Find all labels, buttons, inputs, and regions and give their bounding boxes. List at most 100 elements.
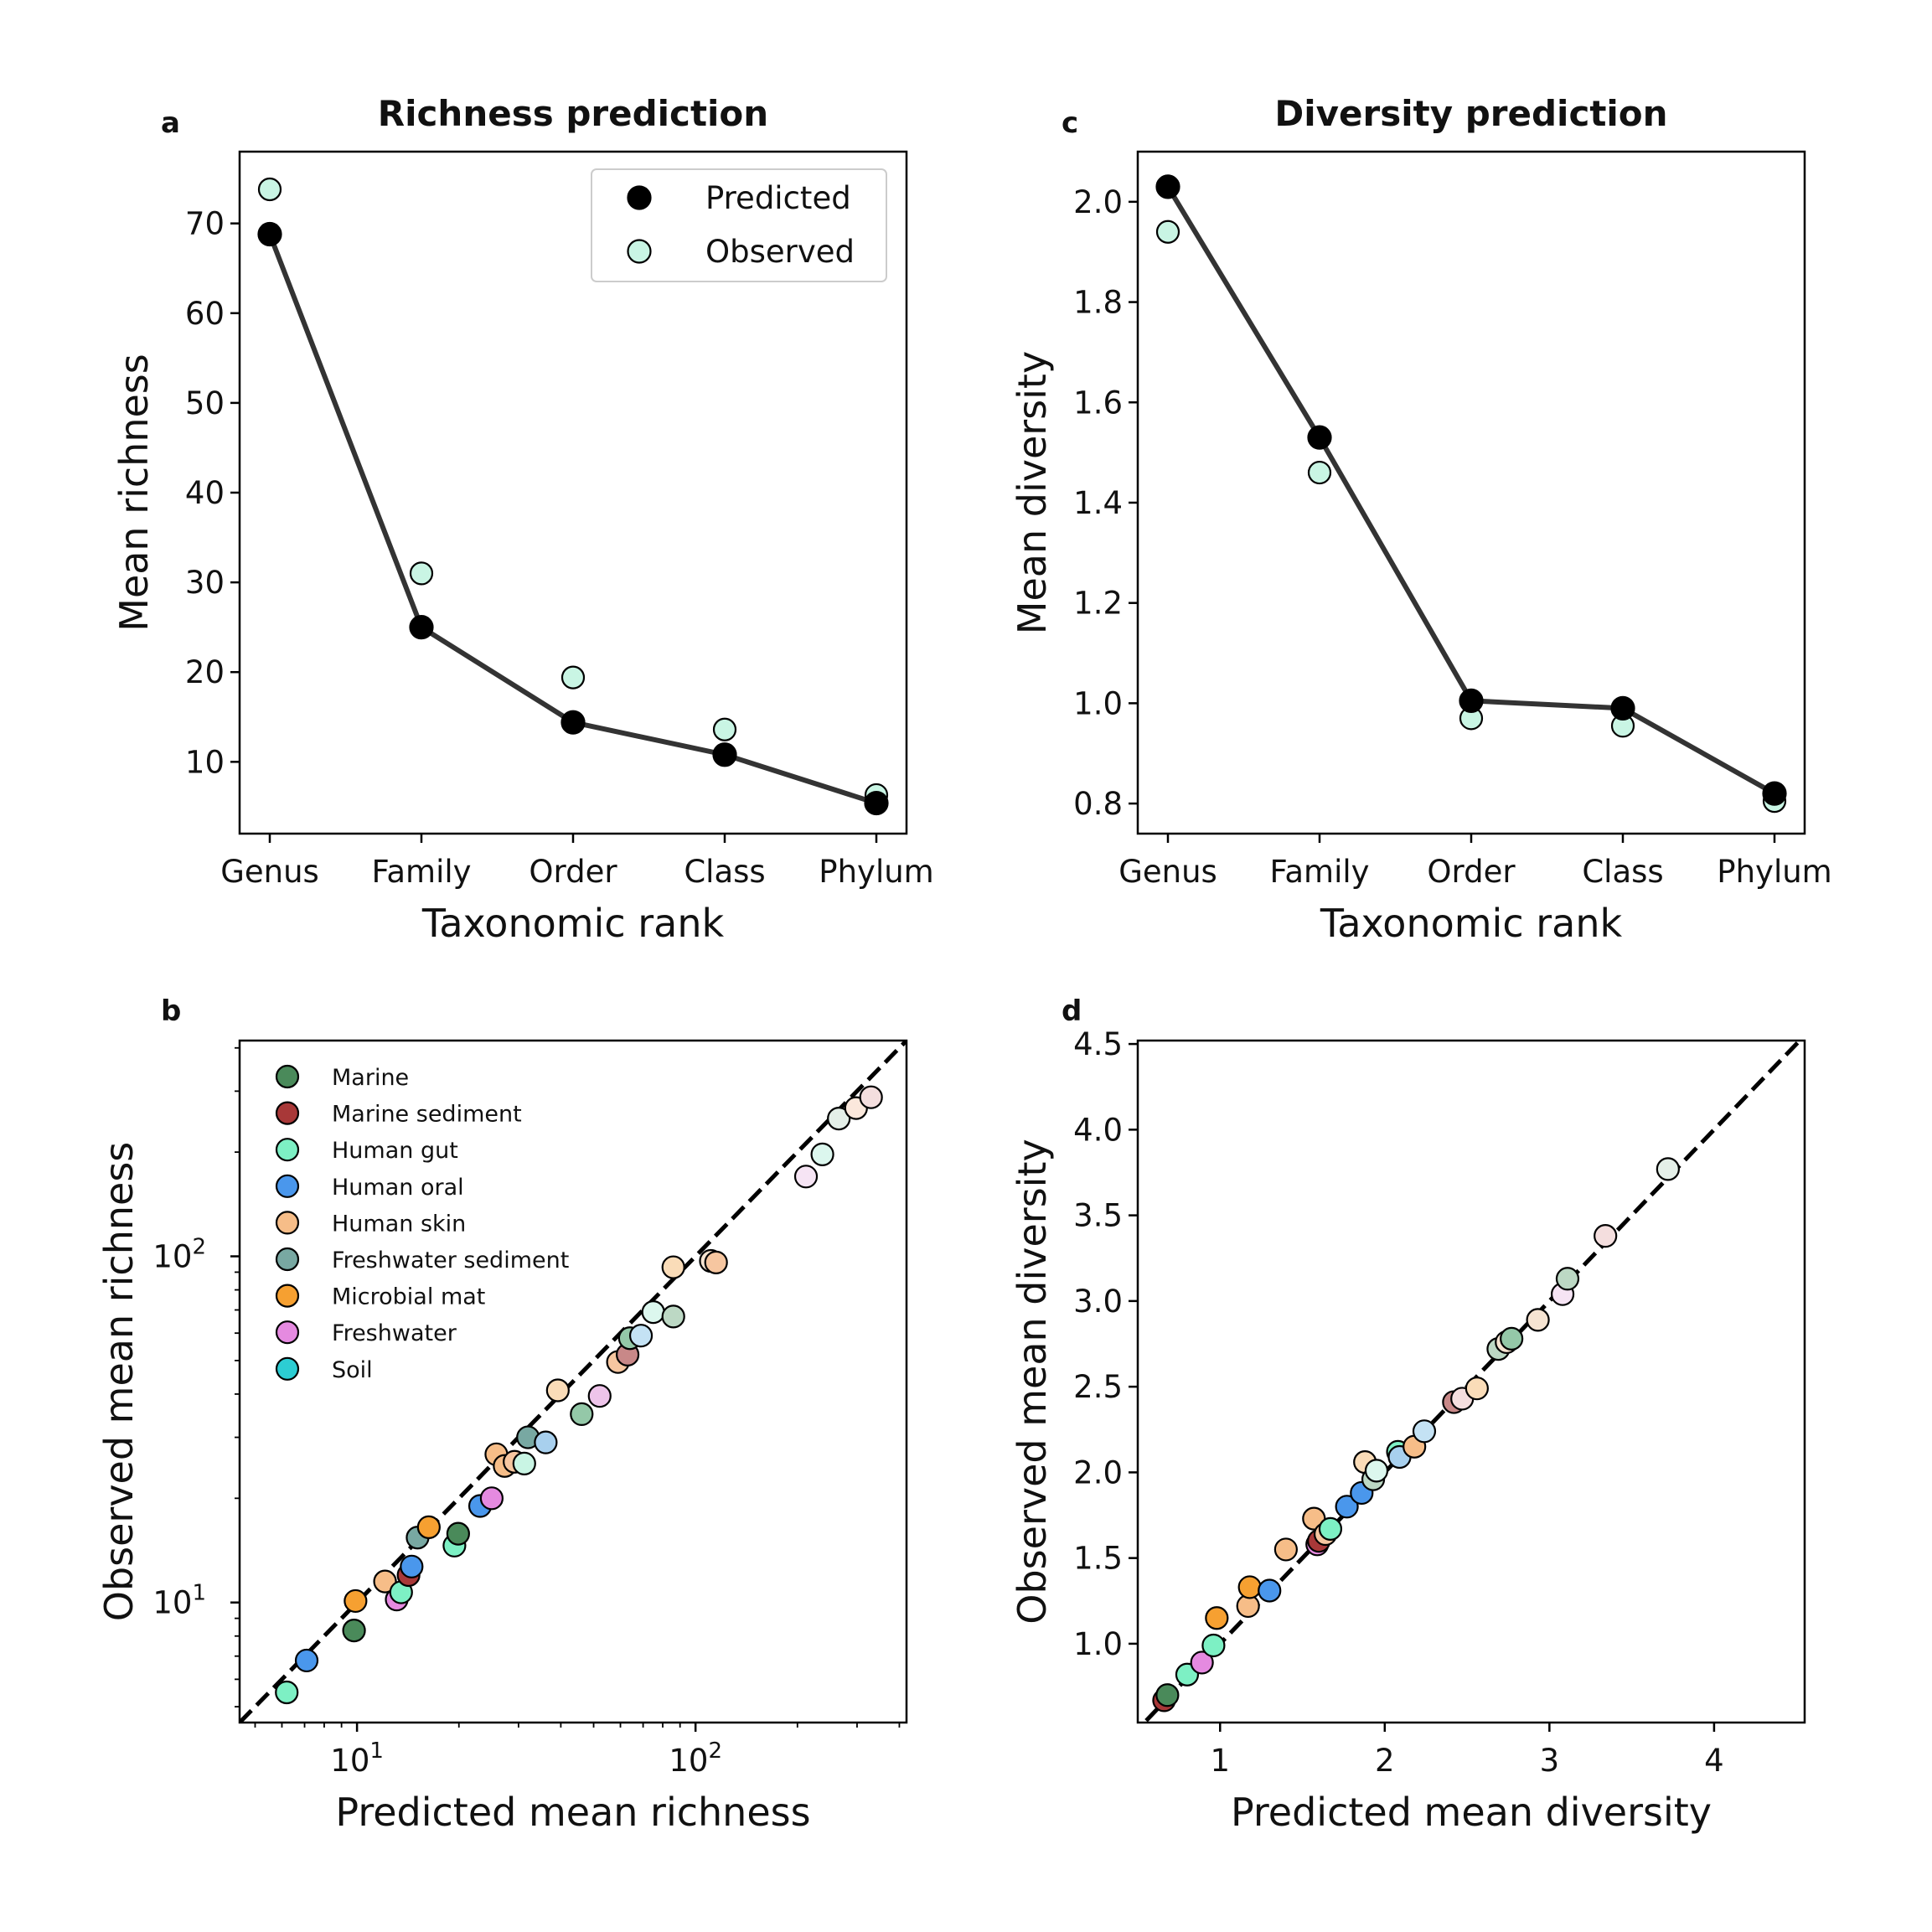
tick-exponent: 1 <box>192 1581 206 1606</box>
data-point <box>512 1451 536 1475</box>
x-tick-label: Phylum <box>1717 854 1831 890</box>
legend-label: Freshwater sediment <box>332 1248 569 1273</box>
data-point <box>1237 1575 1262 1599</box>
y-tick-label: 2.0 <box>1073 184 1123 220</box>
data-point <box>373 1569 397 1594</box>
predicted-point <box>560 710 586 735</box>
y-tick-label: 3.5 <box>1073 1198 1123 1234</box>
chart-title: Diversity prediction <box>1274 93 1667 134</box>
chart-title: Richness prediction <box>378 93 768 134</box>
panel-letter: a <box>161 106 180 140</box>
tick-exponent: 2 <box>708 1738 722 1764</box>
y-tick-label: 4.5 <box>1073 1026 1123 1062</box>
y-tick-label: 10 <box>185 744 225 780</box>
y-tick-label: 30 <box>185 565 225 601</box>
x-tick-label: 101 <box>330 1738 384 1779</box>
legend-marker <box>275 1101 300 1125</box>
observed-point <box>1155 220 1180 244</box>
y-tick-label: 1.8 <box>1073 285 1123 321</box>
x-tick-label: Family <box>371 854 471 890</box>
x-tick-label: 2 <box>1375 1743 1395 1779</box>
tick-exponent: 1 <box>369 1738 384 1764</box>
legend-label: Microbial mat <box>332 1284 485 1310</box>
legend-marker <box>275 1064 300 1089</box>
predicted-point <box>1610 695 1635 721</box>
y-tick-label: 3.0 <box>1073 1284 1123 1320</box>
legend-label: Human oral <box>332 1175 464 1201</box>
y-tick-label: 1.4 <box>1073 485 1123 521</box>
x-tick-label: 4 <box>1704 1743 1724 1779</box>
data-point <box>641 1300 665 1325</box>
plot-frame <box>238 1039 908 1724</box>
y-axis-label: Observed mean richness <box>96 1142 142 1622</box>
legend-label: Freshwater <box>332 1320 457 1346</box>
data-point <box>1526 1308 1550 1332</box>
y-tick-label: 1.0 <box>1073 685 1123 721</box>
predicted-point <box>1459 688 1484 713</box>
x-tick-label: Class <box>1582 854 1663 890</box>
tick-exponent: 2 <box>192 1235 206 1260</box>
predicted-point <box>1307 425 1332 450</box>
data-point <box>479 1486 504 1511</box>
data-point <box>810 1142 834 1166</box>
y-axis-label: Observed mean diversity <box>1010 1139 1055 1624</box>
y-tick-label: 70 <box>185 206 225 242</box>
x-tick-label: Family <box>1269 854 1369 890</box>
y-tick-label: 40 <box>185 475 225 511</box>
y-tick-label: 50 <box>185 385 225 421</box>
data-point <box>793 1165 819 1189</box>
legend-label: Human gut <box>332 1138 458 1164</box>
y-tick-label: 0.8 <box>1073 786 1123 822</box>
data-point <box>859 1085 883 1109</box>
observed-point <box>560 665 586 690</box>
y-tick-label: 102 <box>152 1235 206 1275</box>
x-tick-label: Class <box>684 854 765 890</box>
y-tick-label: 2.5 <box>1073 1369 1123 1405</box>
data-point <box>1500 1326 1524 1351</box>
legend-marker <box>275 1320 300 1345</box>
data-point <box>1335 1495 1359 1519</box>
tick-base: 10 <box>152 1239 192 1275</box>
x-tick-label: Genus <box>220 854 319 890</box>
data-point <box>704 1250 728 1274</box>
data-point <box>1364 1459 1389 1483</box>
data-point <box>1205 1606 1229 1630</box>
x-tick-label: Order <box>529 854 617 890</box>
predicted-point <box>864 790 889 816</box>
panel-letter: b <box>161 994 181 1028</box>
data-point <box>1190 1650 1214 1675</box>
data-point <box>628 1324 653 1348</box>
legend-label: Predicted <box>705 180 851 216</box>
x-axis-label: Predicted mean richness <box>335 1790 810 1835</box>
panel-d-diversity-scatter: d 1 2 3 4 1.0 1.5 2.0 2.5 3.0 3.5 4.0 4.5 Predicted m… <box>1010 994 1806 1835</box>
legend-marker <box>275 1174 300 1198</box>
data-point <box>661 1304 685 1329</box>
predicted-point <box>1155 174 1180 199</box>
data-point <box>446 1521 470 1546</box>
x-axis-label: Predicted mean diversity <box>1231 1790 1712 1835</box>
plot-frame <box>1136 150 1806 835</box>
predicted-point <box>712 742 737 767</box>
tick-base: 10 <box>669 1743 708 1779</box>
y-tick-label: 2.0 <box>1073 1454 1123 1490</box>
legend-label: Observed <box>705 234 855 270</box>
observed-point <box>257 177 282 202</box>
data-point <box>1201 1633 1226 1658</box>
legend-marker-observed <box>627 239 652 264</box>
y-axis-label: Mean richness <box>111 354 157 631</box>
y-tick-label: 1.0 <box>1073 1626 1123 1662</box>
y-tick-label: 101 <box>152 1581 206 1621</box>
tick-base: 10 <box>330 1743 369 1779</box>
data-point <box>275 1680 299 1705</box>
data-point <box>1273 1537 1298 1562</box>
legend-marker <box>275 1211 300 1235</box>
data-point <box>1258 1578 1282 1603</box>
data-point <box>294 1648 319 1673</box>
observed-point <box>712 717 737 741</box>
legend-label: Human skin <box>332 1211 466 1237</box>
y-tick-label: 1.2 <box>1073 586 1123 622</box>
data-point <box>1155 1683 1180 1707</box>
tick-base: 10 <box>152 1585 192 1621</box>
